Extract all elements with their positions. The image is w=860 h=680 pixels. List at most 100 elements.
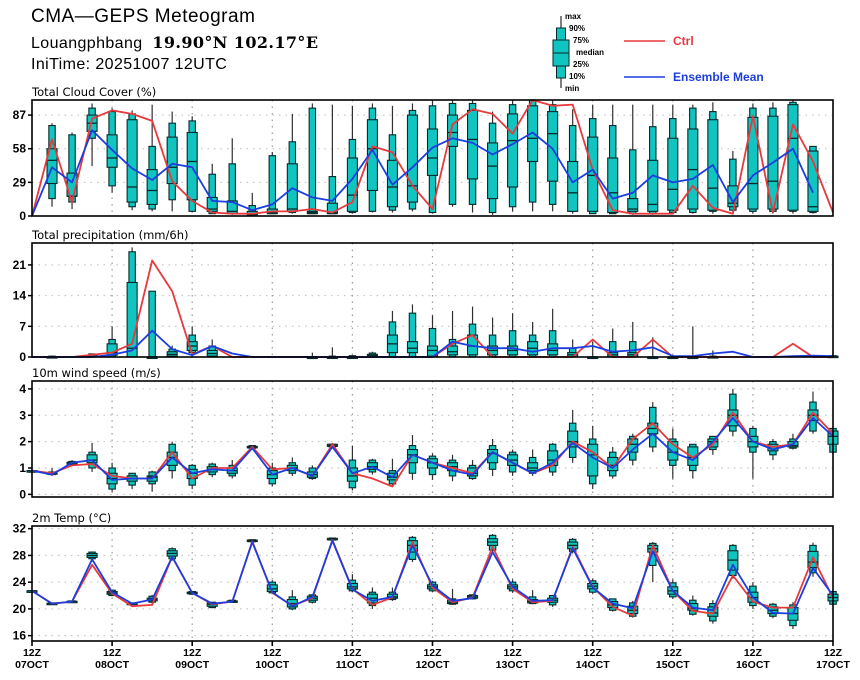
x-tick-label-time: 12Z: [744, 647, 763, 659]
y-tick-label: 4: [19, 382, 26, 396]
box-whisker: [487, 111, 499, 215]
x-tick-label-date: 17OCT: [816, 659, 850, 671]
y-tick-label: 87: [13, 108, 27, 122]
box-whisker: [627, 104, 639, 215]
x-tick-label-time: 12Z: [664, 647, 683, 659]
box-whisker: [166, 111, 178, 212]
panel-precipitation: Total precipitation (mm/6h) 0 7 14 21: [13, 228, 839, 364]
panel-title: Total precipitation (mm/6h): [31, 228, 188, 242]
legend-min: min: [565, 84, 579, 93]
y-tick-label: 29: [13, 175, 27, 189]
box-whisker: [406, 103, 419, 212]
box-whisker: [567, 109, 579, 214]
x-tick-label-date: 08OCT: [95, 659, 129, 671]
x-tick-label-time: 12Z: [584, 647, 603, 659]
box-whisker: [527, 99, 539, 212]
box-whisker: [727, 151, 739, 213]
y-tick-label: 24: [13, 575, 27, 589]
location-coords: 19.90°N 102.17°E: [152, 33, 319, 52]
box-whisker: [386, 310, 399, 358]
box-whisker: [707, 102, 719, 214]
box-whisker: [747, 425, 759, 479]
box-whisker: [126, 472, 138, 490]
x-tick-label-date: 12OCT: [416, 659, 450, 671]
box-whisker: [647, 104, 659, 215]
y-tick-label: 58: [13, 142, 27, 156]
box-whisker: [567, 410, 579, 463]
y-tick-label: 2: [19, 435, 26, 449]
x-tick-label-time: 12Z: [504, 647, 523, 659]
box-whisker: [346, 105, 358, 214]
box-whisker: [366, 103, 378, 213]
box-whisker: [286, 113, 298, 214]
x-tick-label-date: 09OCT: [175, 659, 209, 671]
box-whisker: [667, 104, 679, 214]
box-whisker: [747, 582, 759, 609]
panel-cloud-cover: Total Cloud Cover (%) 0 29 58 87: [13, 85, 834, 223]
x-tick-label-date: 11OCT: [336, 659, 370, 671]
box-whisker: [787, 433, 799, 450]
box-whisker: [406, 304, 419, 358]
box-whisker: [426, 315, 439, 358]
box-whisker: [106, 462, 118, 492]
box-whisker: [587, 341, 599, 360]
legend-mean-label: Ensemble Mean: [673, 70, 764, 84]
x-axis: 12Z07OCT12Z08OCT12Z09OCT12Z10OCT12Z11OCT…: [15, 641, 851, 671]
panel-temperature: 2m Temp (°C) 16 20 24 28 32: [13, 511, 839, 643]
box-whisker: [286, 457, 298, 476]
y-tick-label: 28: [13, 548, 27, 562]
box-whisker: [246, 192, 258, 216]
box-whisker: [627, 321, 639, 358]
x-tick-label-date: 14OCT: [576, 659, 610, 671]
y-tick-label: 1: [19, 461, 26, 475]
x-tick-label-time: 12Z: [183, 647, 202, 659]
x-tick-label-time: 12Z: [263, 647, 282, 659]
y-tick-label: 0: [19, 209, 26, 223]
box-whisker: [487, 534, 499, 553]
legend-p25: 25%: [573, 60, 589, 69]
legend-p75: 75%: [573, 36, 589, 45]
box-whisker: [687, 104, 699, 214]
box-whisker: [126, 110, 138, 211]
box-whisker: [727, 544, 739, 579]
x-tick-label-time: 12Z: [824, 647, 843, 659]
ensemble-mean-line: [31, 539, 834, 615]
panel-frame: [31, 242, 834, 358]
panel-title: 2m Temp (°C): [32, 511, 111, 525]
box-whisker: [587, 104, 599, 215]
y-tick-label: 0: [19, 487, 26, 501]
panel-frame: [31, 99, 834, 217]
box-whisker: [607, 328, 619, 358]
legend-ctrl-label: Ctrl: [673, 34, 694, 48]
box-whisker: [487, 317, 499, 358]
legend-max: max: [565, 12, 582, 21]
box-whisker: [86, 442, 98, 472]
box-whisker: [286, 590, 298, 611]
ensemble-mean-line: [31, 416, 834, 481]
y-tick-label: 20: [13, 602, 27, 616]
box-whisker: [446, 310, 459, 358]
box-whisker: [607, 104, 619, 215]
chart-title: CMA—GEPS Meteogram: [31, 6, 256, 27]
box-whisker: [306, 103, 318, 215]
x-tick-label-date: 10OCT: [255, 659, 289, 671]
box-whisker: [426, 100, 439, 214]
x-tick-label-time: 12Z: [343, 647, 362, 659]
x-tick-label-date: 16OCT: [736, 659, 770, 671]
y-tick-label: 16: [13, 629, 27, 643]
ctrl-line: [31, 99, 834, 217]
x-tick-label-date: 15OCT: [656, 659, 690, 671]
box-whisker: [466, 306, 479, 358]
box-whisker: [206, 163, 218, 215]
legend-median: median: [576, 48, 604, 57]
box-whisker: [687, 443, 699, 479]
x-tick-label-time: 12Z: [423, 647, 442, 659]
box-whisker: [466, 100, 479, 213]
x-tick-label-time: 12Z: [23, 647, 42, 659]
panel-frame: [31, 380, 834, 498]
legend: max 90% 75% median 25% 10% min Ctrl Ense…: [552, 12, 764, 93]
x-tick-label-time: 12Z: [103, 647, 122, 659]
y-tick-label: 7: [19, 319, 26, 333]
box-whisker: [46, 123, 58, 207]
